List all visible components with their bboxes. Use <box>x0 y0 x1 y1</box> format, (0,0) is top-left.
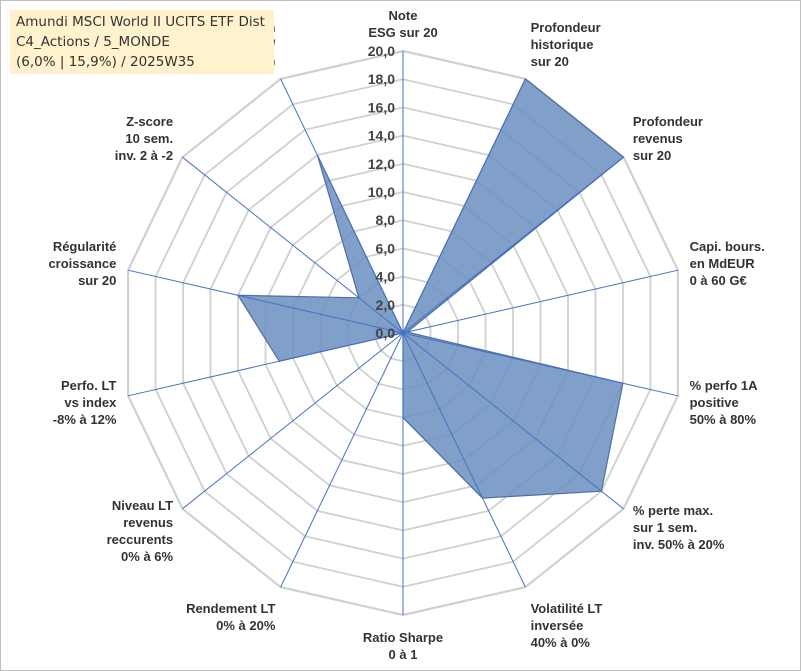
chart-title-box: Amundi MSCI World II UCITS ETF Dist C4_A… <box>10 10 274 74</box>
axis-spoke-6 <box>402 332 624 510</box>
tick-label-9: 18,0 <box>368 71 395 87</box>
chart-title-line-2: C4_Actions / 5_MONDE <box>16 34 170 50</box>
axis-spoke-7 <box>402 332 526 588</box>
axis-label-10: Niveau LT revenus reccurents 0% à 6% <box>107 498 174 564</box>
axis-spoke-13 <box>182 156 404 334</box>
tick-label-10: 20,0 <box>368 43 395 59</box>
axis-label-5: % perfo 1A positive 50% à 80% <box>690 378 759 427</box>
axis-label-12: Régularité croissance sur 20 <box>48 239 116 288</box>
axis-label-9: Rendement LT 0% à 20% <box>186 601 276 633</box>
axis-label-7: Volatilité LT inversée 40% à 0% <box>531 601 603 650</box>
axis-label-4: Capi. bours. en MdEUR 0 à 60 G€ <box>690 239 765 288</box>
axis-spoke-5 <box>402 332 679 397</box>
axis-spoke-12 <box>127 269 404 334</box>
tick-label-3: 6,0 <box>376 240 396 256</box>
axis-spoke-9 <box>280 332 404 588</box>
axis-label-6: % perte max. sur 1 sem. inv. 50% à 20% <box>633 503 725 552</box>
axis-label-11: Perfo. LT vs index -8% à 12% <box>53 378 117 427</box>
chart-title-line-3: (6,0% | 15,9%) / 2025W35 <box>16 54 195 70</box>
axis-label-13: Z-score 10 sem. inv. 2 à -2 <box>115 114 173 163</box>
tick-label-0: 0,0 <box>376 325 396 341</box>
axis-spoke-2 <box>402 78 526 334</box>
tick-label-4: 8,0 <box>376 212 396 228</box>
axis-spoke-11 <box>127 332 404 397</box>
tick-label-2: 4,0 <box>376 269 396 285</box>
tick-label-5: 10,0 <box>368 184 395 200</box>
axis-spoke-14 <box>280 78 404 334</box>
axis-label-1: Note ESG sur 20 <box>368 8 437 40</box>
axis-spoke-10 <box>182 332 404 510</box>
axis-label-3: Profondeur revenus sur 20 <box>633 114 703 163</box>
chart-title-line-1: Amundi MSCI World II UCITS ETF Dist <box>16 14 265 30</box>
tick-label-8: 16,0 <box>368 99 395 115</box>
axis-label-2: Profondeur historique sur 20 <box>531 20 601 69</box>
axis-label-8: Ratio Sharpe 0 à 1 <box>363 630 443 662</box>
tick-label-1: 2,0 <box>376 297 396 313</box>
axis-spoke-4 <box>402 269 679 334</box>
axis-spoke-3 <box>402 156 624 334</box>
tick-label-7: 14,0 <box>368 128 395 144</box>
tick-label-6: 12,0 <box>368 156 395 172</box>
